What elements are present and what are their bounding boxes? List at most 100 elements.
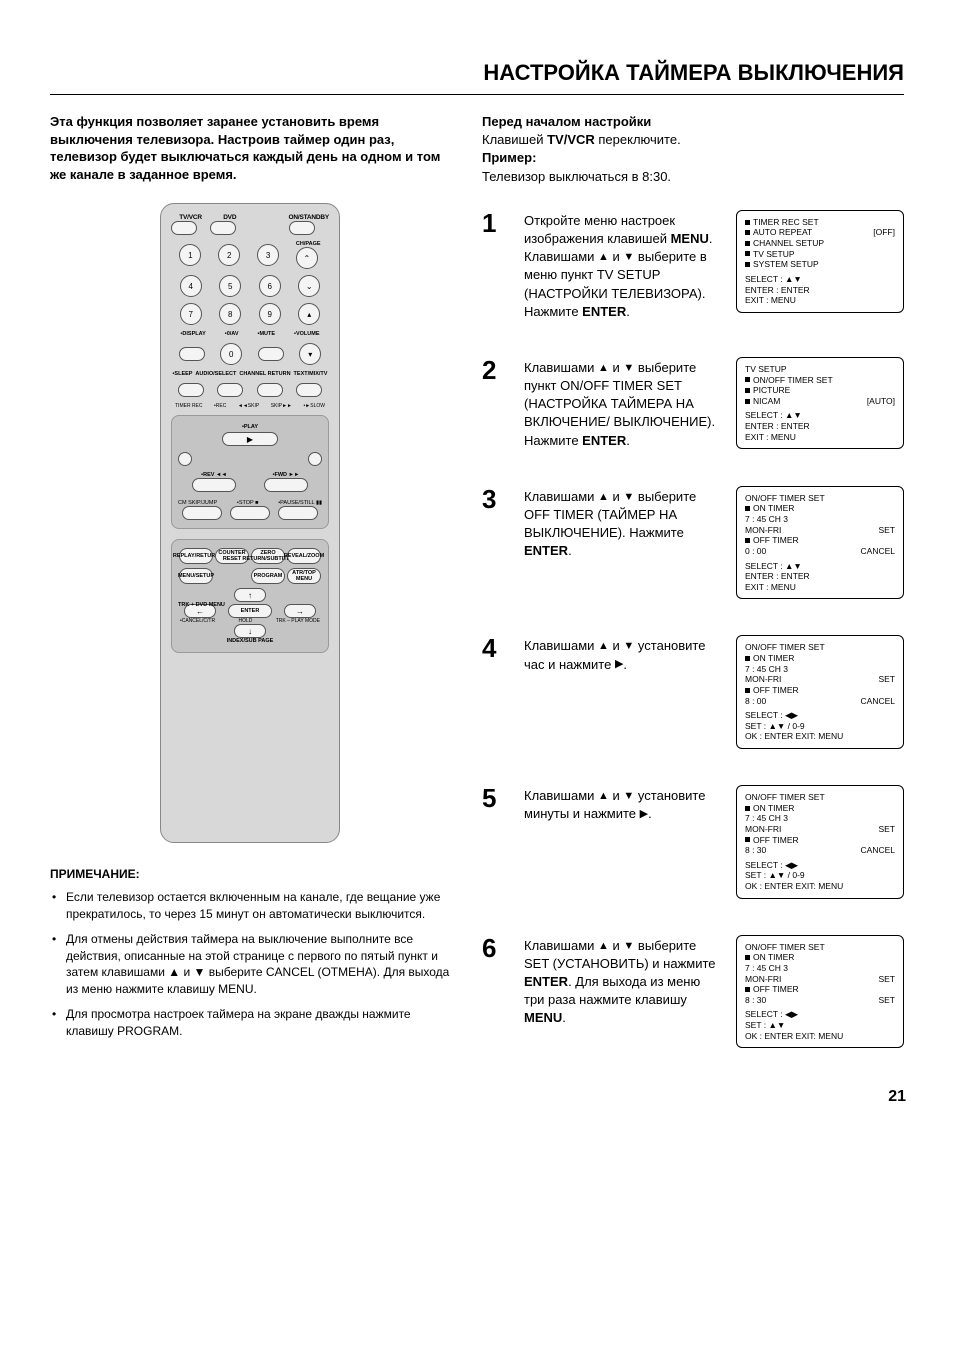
- osd-text: 7 : 45 CH 3: [745, 963, 788, 974]
- osd-footer: SELECT : ◀▶SET : ▲▼ / 0-9OK : ENTER EXIT…: [745, 860, 895, 892]
- square-icon: [745, 251, 750, 256]
- osd-text: 0 : 00: [745, 546, 766, 557]
- osd-text: SYSTEM SETUP: [753, 259, 819, 270]
- osd-line: TV SETUP: [745, 364, 895, 375]
- osd-screen: ON/OFF TIMER SETON TIMER 7 : 45 CH 3 MON…: [736, 486, 904, 600]
- osd-text: PICTURE: [753, 385, 790, 396]
- remote-label: ON/STANDBY: [289, 214, 330, 221]
- arrow-icon: ▶: [615, 657, 623, 672]
- replay-btn: REPLAY/RETURN: [179, 548, 213, 564]
- osd-footer: SELECT : ◀▶SET : ▲▼ / 0-9OK : ENTER EXIT…: [745, 710, 895, 742]
- step-text: Клавишами ▲ и ▼ выберите SET (УСТАНОВИТЬ…: [524, 935, 720, 1028]
- chpage-label: CH/PAGE: [296, 241, 321, 247]
- rec-label: •REC: [214, 403, 226, 409]
- osd-line: TIMER REC SET: [745, 217, 895, 228]
- osd-line: 7 : 45 CH 3: [745, 813, 895, 824]
- example-label: Пример:: [482, 149, 904, 167]
- ch-down: ⌄: [298, 275, 320, 297]
- remote-play-block: •PLAY▶ •REV ◄◄ •FWD ►► CM SKIP/JUMP •STO…: [171, 415, 329, 529]
- enter-btn: ENTER: [228, 604, 272, 618]
- standby-button: [289, 221, 315, 235]
- num-6: 6: [259, 275, 281, 297]
- step-row: 1Откройте меню настроек изображения клав…: [482, 210, 904, 321]
- osd-footer-line: ENTER : ENTER: [745, 285, 895, 296]
- osd-text: 7 : 45 CH 3: [745, 514, 788, 525]
- osd-text: 8 : 30: [745, 845, 766, 856]
- osd-footer-line: SELECT : ▲▼: [745, 410, 895, 421]
- play-label: •PLAY: [178, 424, 322, 430]
- osd-line: ON/OFF TIMER SET: [745, 375, 895, 386]
- osd-text: 8 : 30: [745, 995, 766, 1006]
- square-icon: [745, 388, 750, 393]
- pre-head: Перед началом настройки: [482, 113, 904, 131]
- osd-footer-line: EXIT : MENU: [745, 582, 895, 593]
- arrow-icon: ▲: [598, 490, 609, 505]
- num-4: 4: [180, 275, 202, 297]
- osd-text: 7 : 45 CH 3: [745, 664, 788, 675]
- skip-fwd-label: SKIP►►: [271, 403, 292, 409]
- timer-rec-label: TIMER REC: [175, 403, 203, 409]
- page-title: НАСТРОЙКА ТАЙМЕРА ВЫКЛЮЧЕНИЯ: [50, 60, 904, 86]
- step-number: 4: [482, 635, 508, 661]
- trkminus-label: TRK – PLAY MODE: [276, 618, 320, 624]
- trkplus-label: TRK + DVD MENU: [178, 602, 225, 608]
- bold-text: MENU: [524, 1010, 562, 1025]
- osd-footer-line: SET : ▲▼: [745, 1020, 895, 1031]
- osd-text: ON/OFF TIMER SET: [745, 493, 825, 504]
- bold-text: MENU: [671, 231, 709, 246]
- arrow-icon: ▼: [623, 789, 634, 804]
- atr-btn: ATR/TOP MENU: [287, 568, 321, 584]
- osd-footer-line: SELECT : ◀▶: [745, 710, 895, 721]
- osd-text: MON-FRI: [745, 674, 781, 685]
- arrow-icon: ▼: [623, 250, 634, 265]
- osd-footer-line: OK : ENTER EXIT: MENU: [745, 881, 895, 892]
- osd-line: ON TIMER: [745, 803, 895, 814]
- sleep-label: •SLEEP: [172, 371, 192, 377]
- reveal-btn: REVEAL/ZOOM: [287, 548, 321, 564]
- intro-text: Эта функция позволяет заранее установить…: [50, 113, 450, 183]
- osd-text: OFF TIMER: [753, 835, 799, 846]
- osd-line: OFF TIMER: [745, 535, 895, 546]
- text-label: TEXT/MIX/TV: [294, 371, 328, 377]
- step-number: 6: [482, 935, 508, 961]
- osd-right: SET: [878, 674, 895, 685]
- osd-footer-line: SET : ▲▼ / 0-9: [745, 721, 895, 732]
- osd-line: NICAM[AUTO]: [745, 396, 895, 407]
- bold-text: ENTER: [524, 543, 568, 558]
- osd-screen: ON/OFF TIMER SETON TIMER 7 : 45 CH 3 MON…: [736, 935, 904, 1049]
- pause-btn: [278, 506, 318, 520]
- note-item: Для отмены действия таймера на выключени…: [50, 931, 450, 998]
- arrow-icon: ▼: [623, 639, 634, 654]
- note-item: Если телевизор остается включенным на ка…: [50, 889, 450, 923]
- fwd-btn: [264, 478, 308, 492]
- zero-btn: ZERO RETURN/SUBTITLE: [251, 548, 285, 564]
- pre-settings: Перед началом настройки Клавишей TV/VCR …: [482, 113, 904, 186]
- square-icon: [745, 806, 750, 811]
- skip-fwd-btn: [308, 452, 322, 466]
- osd-text: ON TIMER: [753, 503, 794, 514]
- osd-right: CANCEL: [861, 845, 895, 856]
- osd-line: MON-FRISET: [745, 525, 895, 536]
- osd-line: 8 : 30SET: [745, 995, 895, 1006]
- arrow-icon: ▼: [623, 490, 634, 505]
- osd-footer-line: SELECT : ◀▶: [745, 1009, 895, 1020]
- notes-list: Если телевизор остается включенным на ка…: [50, 889, 450, 1039]
- osd-text: AUTO REPEAT: [753, 227, 812, 238]
- square-icon: [745, 262, 750, 267]
- skip-back-btn: [178, 452, 192, 466]
- osd-line: OFF TIMER: [745, 685, 895, 696]
- osd-line: PICTURE: [745, 385, 895, 396]
- vol-up: ▴: [298, 303, 320, 325]
- osd-text: ON TIMER: [753, 952, 794, 963]
- step-row: 6 Клавишами ▲ и ▼ выберите SET (УСТАНОВИТ…: [482, 935, 904, 1049]
- mute-btn: [258, 347, 284, 361]
- square-icon: [745, 230, 750, 235]
- arrow-icon: ▶: [640, 807, 648, 822]
- osd-line: MON-FRISET: [745, 824, 895, 835]
- square-icon: [745, 220, 750, 225]
- vol-down: ▾: [299, 343, 321, 365]
- mute-label: •MUTE: [258, 331, 276, 337]
- hold-label: HOLD: [238, 618, 252, 624]
- osd-line: ON/OFF TIMER SET: [745, 942, 895, 953]
- osd-footer-line: OK : ENTER EXIT: MENU: [745, 1031, 895, 1042]
